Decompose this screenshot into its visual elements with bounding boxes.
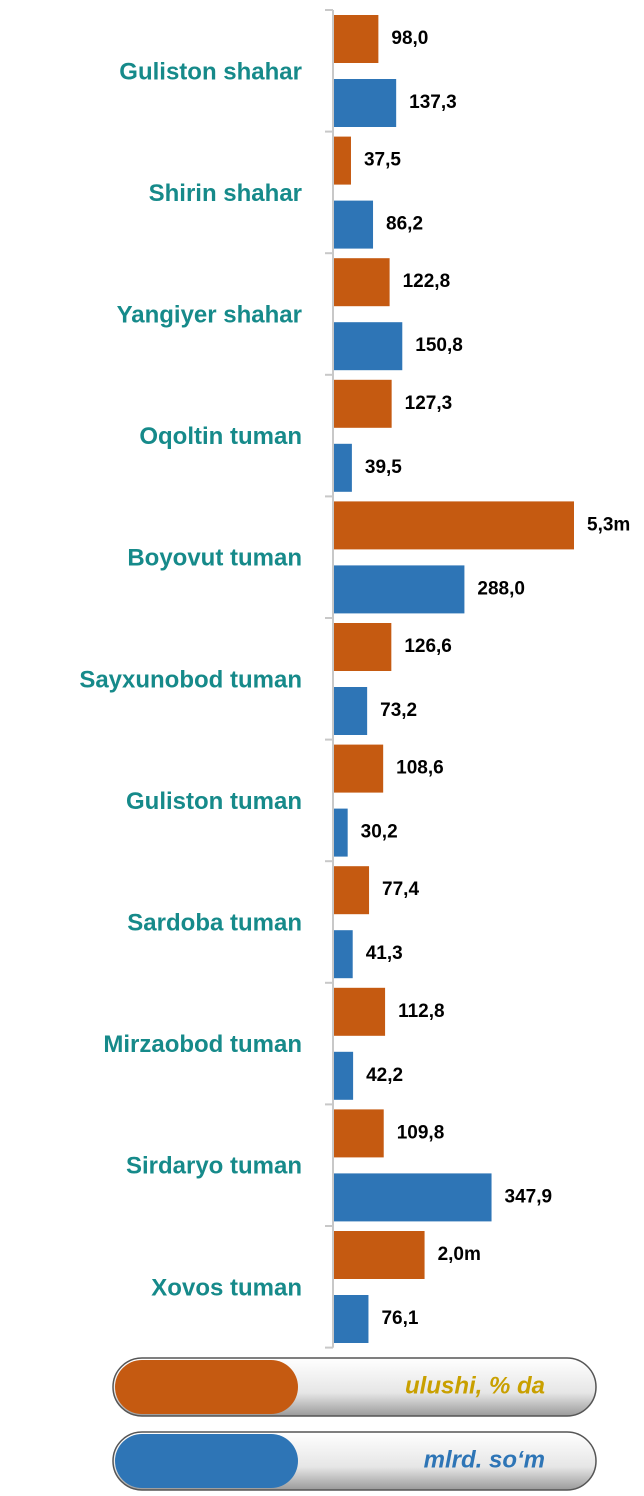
category-label: Guliston shahar — [119, 58, 302, 85]
bar — [334, 136, 351, 185]
bar — [334, 623, 392, 671]
bar — [334, 687, 368, 735]
value-label: 41,3 — [366, 943, 403, 964]
bar — [334, 808, 348, 857]
bar — [334, 501, 574, 550]
category-label: Sayxunobod tuman — [79, 666, 302, 693]
bar — [334, 987, 386, 1036]
value-label: 122,8 — [403, 271, 451, 292]
value-label: 150,8 — [415, 335, 463, 356]
legend-label: ulushi, % da — [405, 1372, 545, 1399]
value-label: 288,0 — [477, 578, 525, 599]
bar — [334, 379, 392, 428]
category-label: Sirdaryo tuman — [126, 1153, 302, 1180]
bar — [334, 930, 353, 979]
value-label: 73,2 — [380, 700, 417, 721]
value-label: 127,3 — [405, 393, 453, 414]
category-label: Oqoltin tuman — [139, 423, 302, 450]
category-label: Guliston tuman — [126, 788, 302, 815]
category-label: Boyovut tuman — [127, 545, 302, 572]
value-label: 39,5 — [365, 457, 402, 478]
value-label: 42,2 — [366, 1065, 403, 1086]
value-label: 76,1 — [381, 1308, 418, 1329]
category-label: Mirzaobod tuman — [103, 1031, 302, 1058]
legend-swatch — [115, 1360, 298, 1414]
bar — [334, 443, 352, 492]
category-label: Xovos tuman — [151, 1274, 302, 1301]
value-label: 77,4 — [382, 879, 419, 900]
bar — [334, 322, 403, 371]
bar — [334, 1295, 369, 1343]
value-label: 347,9 — [505, 1186, 553, 1207]
bar — [334, 258, 390, 307]
value-label: 30,2 — [361, 822, 398, 843]
bar — [334, 866, 370, 915]
bar — [334, 1231, 425, 1279]
value-label: 137,3 — [409, 92, 457, 113]
legend-label: mlrd. so‘m — [424, 1446, 545, 1473]
bar — [334, 1109, 384, 1158]
bar — [334, 565, 465, 614]
value-label: 86,2 — [386, 214, 423, 235]
bar — [334, 1051, 354, 1100]
category-label: Yangiyer shahar — [117, 302, 302, 329]
value-label: 98,0 — [391, 28, 428, 49]
value-label: 108,6 — [396, 758, 444, 779]
bar — [334, 200, 374, 249]
category-label: Sardoba tuman — [127, 910, 302, 937]
value-label: 109,8 — [397, 1122, 445, 1143]
value-label: 126,6 — [404, 636, 452, 657]
bar — [334, 744, 384, 793]
bar — [334, 1173, 492, 1222]
value-label: 37,5 — [364, 150, 401, 171]
value-label: 112,8 — [398, 1001, 445, 1022]
legend-swatch — [115, 1434, 298, 1488]
value-label: 5,3m — [587, 514, 630, 535]
category-label: Shirin shahar — [149, 180, 302, 207]
bar — [334, 15, 379, 63]
value-label: 2,0m — [438, 1244, 481, 1265]
bar — [334, 79, 397, 127]
